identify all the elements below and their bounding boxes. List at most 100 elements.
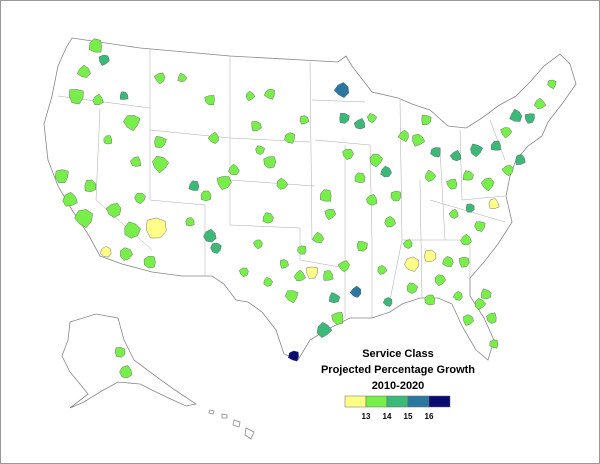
metro-area <box>402 239 413 249</box>
metro-areas <box>54 38 557 379</box>
metro-area <box>412 133 426 147</box>
metro-area <box>488 198 500 209</box>
metro-area <box>489 339 499 349</box>
title-line: Projected Percentage Growth <box>321 364 475 376</box>
metro-area <box>279 259 289 269</box>
metro-area <box>106 202 122 218</box>
metro-area <box>103 135 113 145</box>
metro-area <box>367 113 378 124</box>
metro-area <box>333 82 350 98</box>
metro-area <box>262 212 274 224</box>
metro-area <box>200 190 212 202</box>
metro-area <box>316 322 333 338</box>
metro-area <box>263 88 275 100</box>
metro-area <box>486 312 497 324</box>
metro-area <box>480 177 495 192</box>
metro-area <box>284 132 295 144</box>
metro-area <box>188 180 200 191</box>
metro-area <box>515 154 526 165</box>
metro-area <box>339 112 350 124</box>
metro-area <box>204 95 215 106</box>
metro-area <box>54 169 69 183</box>
metro-area <box>62 192 78 207</box>
metro-area <box>76 64 91 78</box>
metro-area <box>251 121 262 132</box>
metro-area <box>390 190 402 202</box>
metro-area <box>424 294 435 306</box>
metro-area <box>130 156 142 167</box>
metro-area <box>421 115 432 126</box>
metro-area <box>293 269 306 282</box>
metro-area <box>207 131 219 144</box>
metro-area <box>460 233 472 246</box>
metro-area <box>534 97 547 109</box>
legend-swatch <box>428 395 451 408</box>
metro-area <box>185 217 195 227</box>
metro-area <box>119 91 129 100</box>
metro-area <box>448 209 459 219</box>
metro-area <box>397 129 409 142</box>
metro-area <box>124 221 141 239</box>
metro-area <box>481 288 492 300</box>
metro-area <box>490 140 501 151</box>
metro-area <box>449 150 462 162</box>
metro-area <box>253 239 263 250</box>
metro-area <box>88 38 102 53</box>
hawaii <box>208 409 255 440</box>
title-line: Service Class <box>362 348 434 360</box>
metro-area <box>452 291 463 301</box>
metro-area <box>297 245 307 255</box>
metro-area <box>145 217 167 239</box>
metro-area <box>323 270 334 281</box>
metro-area <box>152 155 170 174</box>
metro-area <box>424 249 436 263</box>
alaska <box>61 313 198 409</box>
metro-area <box>547 79 557 89</box>
metro-area <box>382 297 393 307</box>
metro-area <box>331 312 344 325</box>
legend-swatch <box>407 395 430 408</box>
metro-area <box>337 260 350 273</box>
metro-area <box>177 72 188 83</box>
metro-area <box>354 172 366 183</box>
legend: 13 14 15 16 <box>344 395 451 421</box>
metro-area <box>366 194 378 206</box>
metro-area <box>284 290 299 304</box>
metro-area <box>123 115 141 132</box>
metro-area <box>458 256 470 268</box>
metro-area <box>74 209 93 228</box>
metro-area <box>263 156 277 169</box>
metro-area <box>100 246 112 258</box>
metro-area <box>404 256 419 272</box>
metro-area <box>474 298 487 310</box>
metro-area <box>203 228 217 243</box>
metro-area <box>263 276 273 287</box>
metro-area <box>384 216 396 228</box>
metro-area <box>501 164 514 177</box>
metro-area <box>465 203 475 213</box>
metro-area <box>154 135 167 149</box>
metro-area <box>380 165 392 178</box>
legend-swatch <box>386 395 409 408</box>
metro-area <box>430 147 441 158</box>
metro-area <box>377 265 388 275</box>
metro-area <box>442 256 454 267</box>
metro-area <box>509 108 523 122</box>
metro-area <box>406 282 418 294</box>
title-line: 2010-2020 <box>372 380 425 392</box>
metro-area <box>276 177 289 190</box>
metro-area <box>216 176 232 190</box>
metro-area <box>369 153 383 168</box>
legend-swatch <box>344 395 367 408</box>
metro-area <box>356 241 368 252</box>
metro-area <box>210 242 222 254</box>
metro-area <box>463 314 474 326</box>
metro-area <box>474 221 486 232</box>
metro-area <box>84 179 97 193</box>
metro-area <box>245 90 256 101</box>
metro-area <box>470 143 483 158</box>
metro-area <box>114 347 126 358</box>
metro-area <box>319 189 332 202</box>
legend-label: 16 <box>425 412 434 421</box>
